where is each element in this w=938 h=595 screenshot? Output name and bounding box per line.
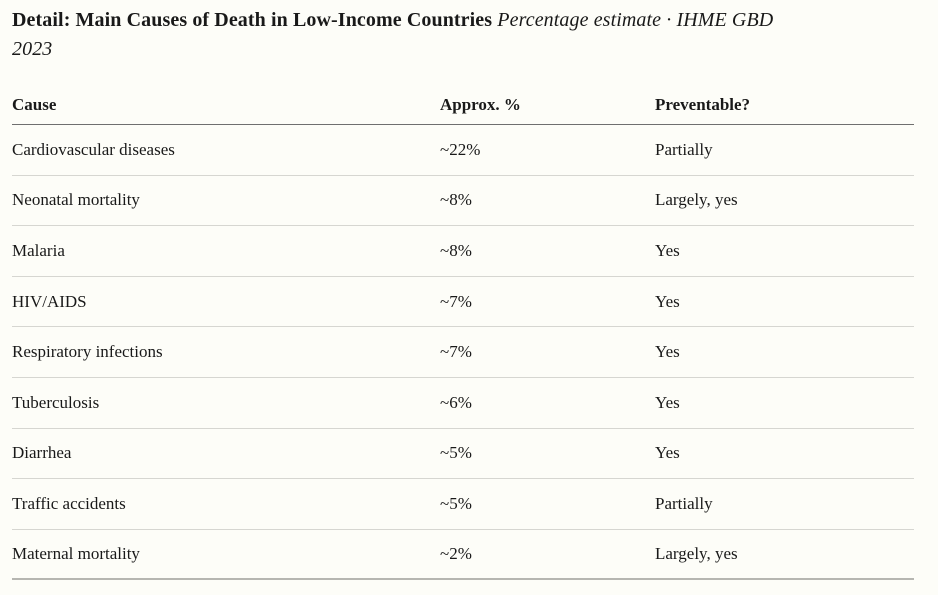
approx-percent-cell: ~8% [440,240,472,260]
approx-percent-cell: ~8% [440,190,472,210]
approx-percent-cell: ~2% [440,544,472,564]
column-header-preventable: Preventable? [655,94,751,114]
table-row: HIV/AIDS ~7% Yes [12,277,914,328]
table-row: Tuberculosis ~6% Yes [12,378,914,429]
table-row: Malaria ~8% Yes [12,226,914,277]
preventable-cell: Largely, yes [655,544,738,564]
table-row: Cardiovascular diseases ~22% Partially [12,125,914,176]
preventable-cell: Yes [655,240,680,260]
table-row: Respiratory infections ~7% Yes [12,327,914,378]
approx-percent-cell: ~7% [440,342,472,362]
title-subtitle-line1: Percentage estimate · IHME GBD [497,9,774,31]
table-body: Cardiovascular diseases ~22% Partially N… [12,125,914,581]
approx-percent-cell: ~7% [440,291,472,311]
table-title: Detail: Main Causes of Death in Low-Inco… [12,6,914,64]
preventable-cell: Yes [655,342,680,362]
approx-percent-cell: ~5% [440,493,472,513]
table-header-row: Cause Approx. % Preventable? [12,85,914,125]
cause-cell: Tuberculosis [12,392,100,412]
cause-cell: Cardiovascular diseases [12,139,175,159]
preventable-cell: Yes [655,443,680,463]
cause-cell: Malaria [12,240,65,260]
preventable-cell: Partially [655,139,713,159]
cause-cell: Traffic accidents [12,493,126,513]
preventable-cell: Yes [655,291,680,311]
cause-cell: Respiratory infections [12,342,163,362]
cause-cell: Neonatal mortality [12,190,140,210]
table-row: Maternal mortality ~2% Largely, yes [12,530,914,581]
cause-cell: Maternal mortality [12,544,140,564]
table-row: Neonatal mortality ~8% Largely, yes [12,176,914,227]
column-header-cause: Cause [12,94,57,114]
title-bold-text: Detail: Main Causes of Death in Low-Inco… [12,9,493,31]
table-row: Traffic accidents ~5% Partially [12,479,914,530]
preventable-cell: Largely, yes [655,190,738,210]
title-subtitle-line2: 2023 [12,38,53,60]
approx-percent-cell: ~22% [440,139,481,159]
cause-cell: HIV/AIDS [12,291,87,311]
approx-percent-cell: ~6% [440,392,472,412]
approx-percent-cell: ~5% [440,443,472,463]
preventable-cell: Partially [655,493,713,513]
cause-cell: Diarrhea [12,443,72,463]
table-row: Diarrhea ~5% Yes [12,429,914,480]
preventable-cell: Yes [655,392,680,412]
causes-of-death-table: Cause Approx. % Preventable? Cardiovascu… [12,85,914,581]
column-header-approx-percent: Approx. % [440,94,521,114]
